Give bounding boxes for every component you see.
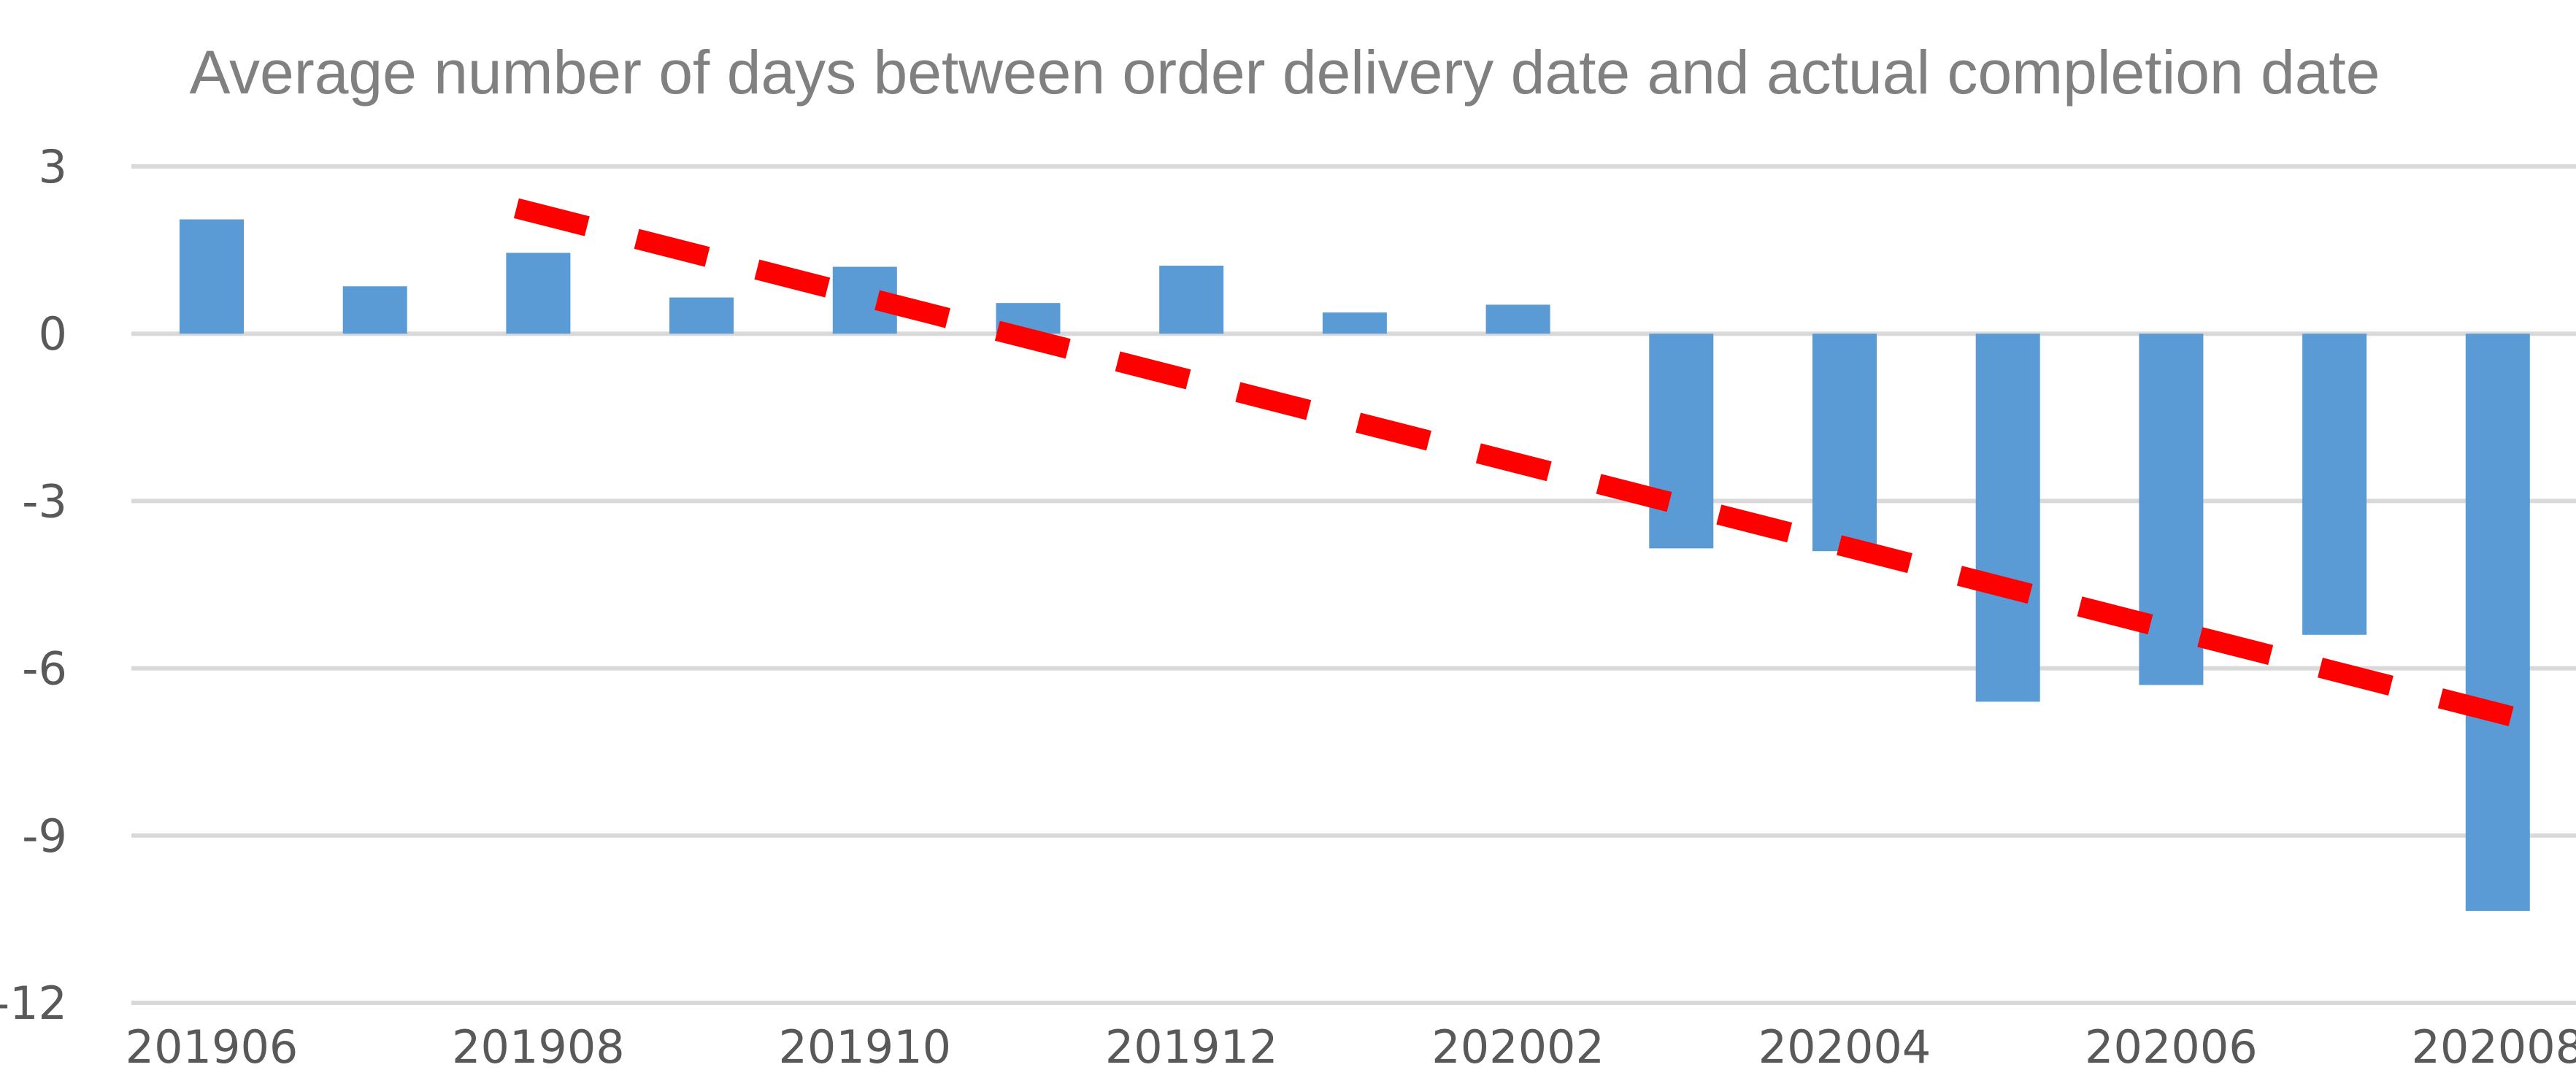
x-axis-ticks: 201906 201908 201910 201912 202002 202004 2020… (126, 1020, 2576, 1070)
chart-title: Average number of days between order del… (190, 38, 2380, 107)
y-axis-ticks: 3 0 -3 -6 -9 -12 (0, 140, 67, 1030)
trendline (513, 198, 2523, 728)
bar (1812, 334, 1877, 552)
trendline-group (513, 198, 2523, 728)
x-tick-label: 201910 (778, 1020, 951, 1070)
bar (1485, 304, 1550, 334)
x-tick-label: 201912 (1105, 1020, 1278, 1070)
x-tick-label: 202008 (2411, 1020, 2576, 1070)
y-tick-label: 0 (39, 307, 67, 361)
bar (1649, 334, 1714, 549)
x-tick-label: 202004 (1758, 1020, 1931, 1070)
bar (2302, 334, 2367, 635)
y-tick-label: -6 (22, 642, 67, 696)
bar (1322, 312, 1387, 334)
bar (1159, 265, 1224, 334)
y-tick-label: -9 (22, 809, 67, 863)
x-tick-label: 201906 (126, 1020, 299, 1070)
x-tick-label: 202002 (1431, 1020, 1604, 1070)
bar (1975, 334, 2040, 702)
bar (2139, 334, 2204, 685)
y-tick-label: 3 (39, 140, 67, 193)
y-tick-label: -3 (22, 474, 67, 528)
x-tick-label: 201908 (452, 1020, 625, 1070)
y-tick-label: -12 (0, 977, 67, 1030)
bar (506, 253, 571, 334)
x-tick-label: 202006 (2085, 1020, 2258, 1070)
bar (2465, 334, 2530, 911)
bar (342, 286, 407, 334)
gridlines (131, 164, 2576, 1005)
bar (180, 219, 244, 334)
bars (180, 219, 2530, 911)
bar (669, 297, 734, 334)
